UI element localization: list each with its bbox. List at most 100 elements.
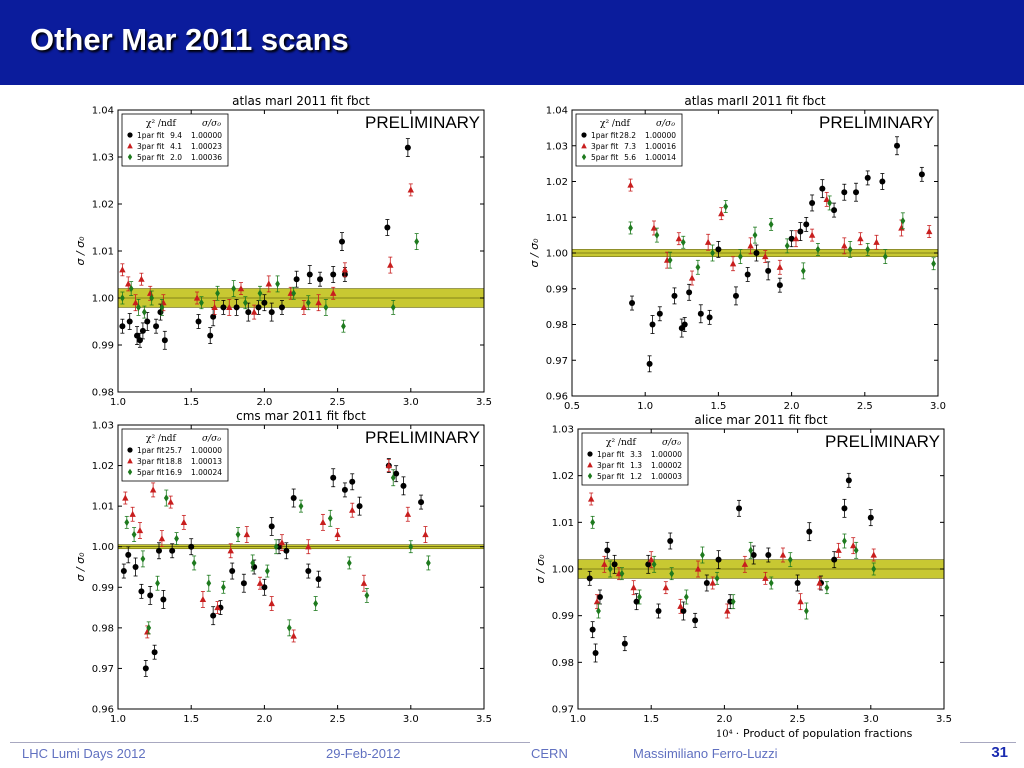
data-point [290,495,297,502]
data-point [334,531,341,538]
data-point [748,546,754,555]
data-point [138,275,145,282]
data-point [199,298,204,307]
data-point [220,304,227,311]
data-point [341,322,346,330]
legend-ratio-value: 1.00000 [191,131,222,140]
data-point [191,559,197,567]
data-point [418,499,425,506]
legend-header-ratio: σ/σ₀ [202,434,221,444]
chart-panel-alice-mar: alice mar 2011 fit fbct 1.0 1.5 2.0 2.5 3.0 3.… [520,412,960,740]
legend-box [121,428,229,482]
data-point [210,612,217,619]
legend-marker [127,447,133,453]
data-point [124,518,130,527]
x-tick-label: 1.0 [110,397,126,408]
title-bar: Other Mar 2011 scans [0,0,1024,85]
data-point [808,231,816,238]
data-point [338,238,345,245]
data-point [651,560,657,569]
legend-series-name: 1par fit [597,450,624,459]
data-point [842,537,847,545]
data-point [169,547,176,554]
x-tick-label: 2.5 [330,714,346,725]
data-point [633,598,640,605]
legend-ratio-value: 1.00000 [191,446,222,455]
preliminary-label: PRELIMINARY [819,113,934,132]
data-point [648,556,655,563]
y-tick-label: 1.01 [92,502,114,513]
data-point [841,189,848,196]
data-point [841,242,848,249]
data-point [692,617,699,624]
data-point [149,486,157,493]
footer-rule-right [960,742,1016,743]
data-point [669,569,675,578]
data-point [870,551,877,558]
data-point [662,584,670,591]
footer-rule-left [10,742,530,743]
data-point [744,271,751,278]
y-tick-label: 0.99 [92,341,114,352]
legend-marker [127,132,133,138]
data-point [815,245,821,254]
chart-alice-mar: alice mar 2011 fit fbct 1.0 1.5 2.0 2.5 3.0 3.… [534,413,952,740]
legend-chi2-value: 18.8 [165,457,182,466]
data-point [587,495,595,502]
y-tick-label: 1.00 [546,249,568,260]
x-tick-label: 1.0 [570,714,586,725]
data-point [898,224,905,231]
data-point [408,542,414,551]
data-point [211,303,218,310]
data-point [736,505,743,512]
data-point [268,600,275,607]
data-point [422,531,429,538]
data-point [655,608,662,614]
legend-series-name: 1par fit [591,131,618,140]
data-point [797,598,804,605]
y-tick-label: 1.04 [546,106,568,117]
data-point [700,551,705,559]
legend-chi2-value: 2.0 [170,153,182,162]
legend-chi2-value: 3.3 [630,450,642,459]
y-tick-label: 0.98 [552,658,574,669]
data-point [871,565,877,573]
data-point [226,303,233,310]
data-point [819,185,826,192]
data-point [235,530,241,539]
data-point [132,564,139,570]
data-point [621,640,628,647]
x-tick-label: 2.5 [330,397,346,408]
data-point [188,543,195,550]
data-point [242,298,248,307]
data-point [315,576,322,583]
data-point [724,607,731,614]
data-point [841,505,848,512]
data-point [741,560,749,567]
data-point [265,280,272,287]
data-point [688,274,696,281]
data-point [706,314,713,321]
x-tick-label: 2.0 [256,397,272,408]
data-point [715,246,722,253]
series-1 [629,136,925,373]
data-point [161,337,168,344]
data-point [128,284,134,293]
data-point [645,561,652,568]
data-point [384,224,391,231]
y-tick-label: 1.00 [552,565,574,576]
data-point [882,252,888,261]
legend-ratio-value: 1.00000 [645,131,676,140]
data-point [752,231,758,239]
y-tick-label: 1.03 [546,141,568,152]
legend-box [581,432,689,486]
data-point [290,632,297,639]
data-point [646,360,653,367]
y-tick-label: 0.98 [546,320,568,331]
x-tick-label: 2.0 [256,714,272,725]
data-point [142,665,149,672]
data-point [596,607,601,615]
data-point [400,482,407,489]
data-point [141,308,147,316]
x-tick-label: 0.5 [564,401,580,412]
